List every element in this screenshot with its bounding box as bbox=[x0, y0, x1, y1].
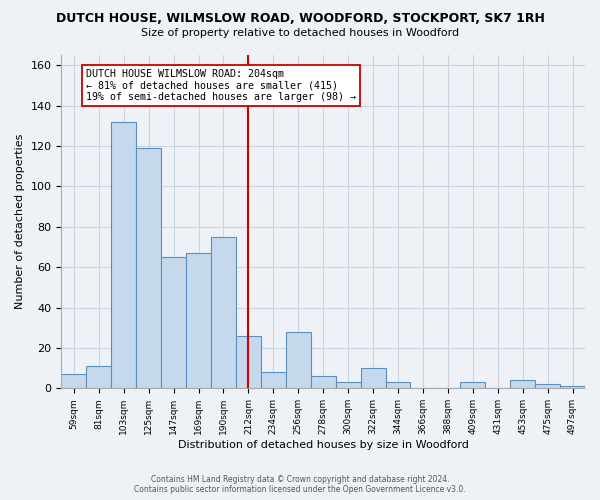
Bar bbox=[136, 148, 161, 388]
Text: DUTCH HOUSE WILMSLOW ROAD: 204sqm
← 81% of detached houses are smaller (415)
19%: DUTCH HOUSE WILMSLOW ROAD: 204sqm ← 81% … bbox=[86, 69, 356, 102]
Bar bbox=[361, 368, 386, 388]
Bar bbox=[236, 336, 261, 388]
Text: Contains HM Land Registry data © Crown copyright and database right 2024.
Contai: Contains HM Land Registry data © Crown c… bbox=[134, 474, 466, 494]
Bar bbox=[186, 253, 211, 388]
Bar bbox=[535, 384, 560, 388]
Bar bbox=[86, 366, 111, 388]
Bar bbox=[560, 386, 585, 388]
X-axis label: Distribution of detached houses by size in Woodford: Distribution of detached houses by size … bbox=[178, 440, 469, 450]
Bar bbox=[211, 237, 236, 388]
Bar bbox=[161, 257, 186, 388]
Y-axis label: Number of detached properties: Number of detached properties bbox=[15, 134, 25, 310]
Bar bbox=[386, 382, 410, 388]
Bar bbox=[261, 372, 286, 388]
Bar bbox=[335, 382, 361, 388]
Bar bbox=[460, 382, 485, 388]
Bar bbox=[510, 380, 535, 388]
Bar bbox=[111, 122, 136, 388]
Text: Size of property relative to detached houses in Woodford: Size of property relative to detached ho… bbox=[141, 28, 459, 38]
Bar bbox=[61, 374, 86, 388]
Bar bbox=[311, 376, 335, 388]
Text: DUTCH HOUSE, WILMSLOW ROAD, WOODFORD, STOCKPORT, SK7 1RH: DUTCH HOUSE, WILMSLOW ROAD, WOODFORD, ST… bbox=[56, 12, 544, 26]
Bar bbox=[286, 332, 311, 388]
